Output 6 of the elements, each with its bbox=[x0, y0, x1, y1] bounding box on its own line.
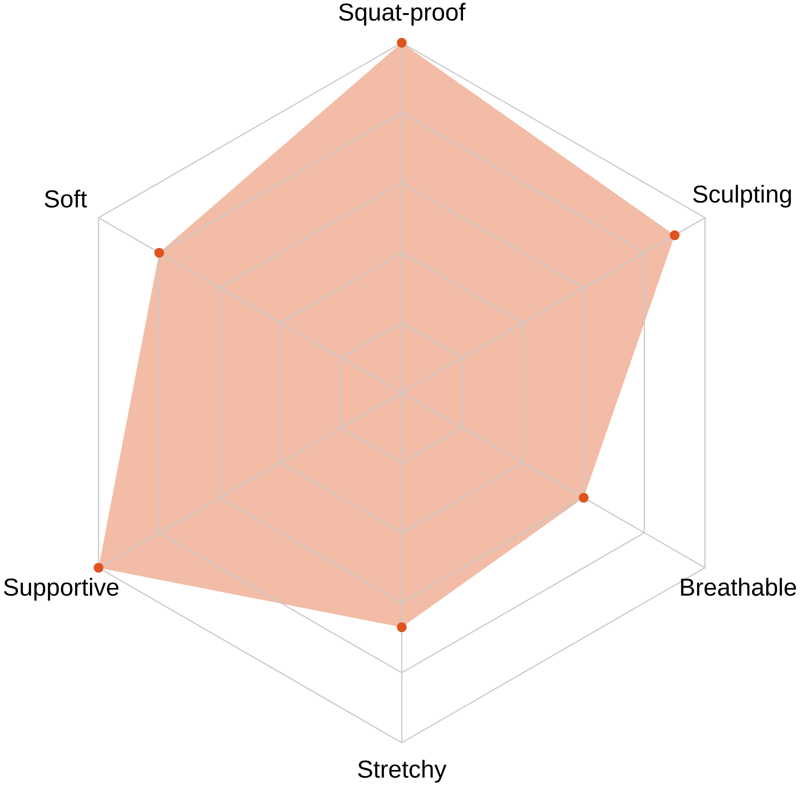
spoke-label: Stretchy bbox=[358, 760, 446, 783]
spoke-label: Squat-proof bbox=[339, 3, 466, 26]
spoke-label: Soft bbox=[44, 190, 87, 208]
spoke-label: Supportive bbox=[4, 578, 118, 601]
spoke-label: Breathable bbox=[681, 578, 796, 596]
spoke-label: Sculpting bbox=[693, 185, 791, 208]
